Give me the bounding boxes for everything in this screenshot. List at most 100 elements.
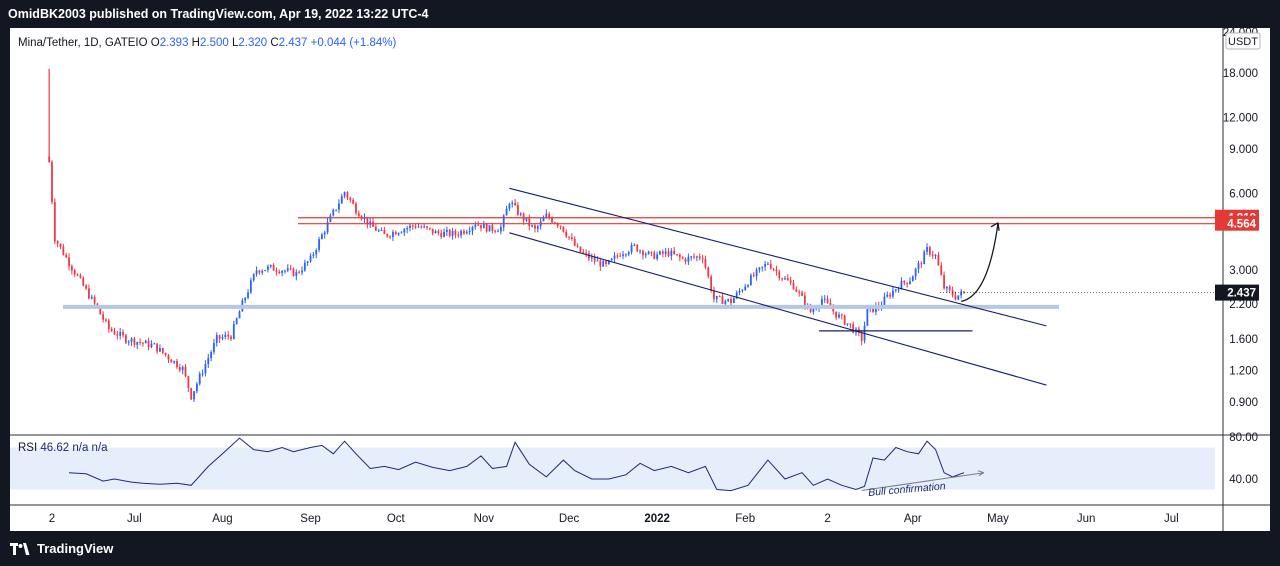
candle-body (105, 319, 107, 321)
candle-body (605, 261, 607, 264)
candle-body (136, 342, 139, 345)
candle-body (525, 218, 528, 221)
projection-arrowhead (990, 222, 1000, 231)
candle-body (619, 255, 622, 257)
candle-body (428, 227, 431, 229)
candle-body (471, 226, 474, 231)
candle-body (460, 230, 463, 236)
candle-body (252, 274, 255, 281)
candle-body (85, 285, 87, 289)
candle-body (434, 231, 437, 234)
candle-body (366, 217, 369, 225)
candle-body (465, 232, 468, 234)
candle-body (531, 225, 534, 227)
candle-body (687, 256, 690, 262)
channel-line[interactable] (509, 187, 1047, 327)
candle-body (235, 318, 238, 324)
rsi-trendline-arrowhead (977, 470, 985, 477)
candle-body (653, 252, 656, 259)
candle-body (906, 282, 909, 284)
candle-body (159, 348, 161, 352)
candle-body (835, 311, 838, 318)
channel-line[interactable] (509, 232, 1047, 386)
candle-body (59, 243, 62, 247)
support-zone[interactable] (63, 304, 1059, 309)
candle-body (786, 278, 789, 281)
candle-body (707, 267, 710, 277)
candle-body (684, 258, 687, 262)
candle-body (656, 254, 659, 259)
candle-body (801, 292, 803, 296)
candle-body (741, 290, 744, 292)
candle-body (576, 245, 579, 247)
candle-body (778, 271, 781, 279)
candle-body (664, 251, 667, 254)
candle-body (99, 307, 102, 315)
candle-body (352, 200, 355, 204)
candle-body (633, 244, 636, 246)
rsi-trendline[interactable] (861, 472, 984, 492)
candle-body (590, 257, 593, 259)
candle-body (485, 223, 488, 232)
candle-body (642, 250, 644, 256)
candle-body (369, 221, 372, 225)
candle-body (443, 231, 445, 237)
candle-body (431, 228, 434, 234)
projection-arrow[interactable] (960, 222, 999, 303)
publication-header: OmidBK2003 published on TradingView.com,… (0, 0, 1280, 28)
candle-body (784, 278, 786, 280)
candle-body (556, 223, 559, 226)
candle-body (349, 197, 352, 201)
price-tick-label: 9.000 (1229, 144, 1258, 156)
candle-body (88, 288, 90, 299)
candle-body (639, 250, 641, 252)
candle-body (661, 251, 664, 254)
candle-body (201, 373, 204, 375)
candle-body (286, 268, 289, 271)
price-tick-label: 3.000 (1229, 265, 1258, 277)
candle-body (247, 292, 249, 298)
candle-body (281, 270, 284, 274)
candle-body (846, 323, 849, 325)
price-tick-label: 1.200 (1229, 365, 1258, 377)
candle-body (667, 251, 670, 256)
candle-body (636, 244, 639, 252)
candle-body (795, 289, 798, 292)
candle-body (562, 226, 565, 232)
candle-body (423, 226, 426, 228)
candle-body (579, 246, 582, 252)
candle-body (437, 231, 440, 234)
candle-body (170, 359, 173, 363)
candle-body (221, 337, 224, 339)
candle-body (715, 296, 718, 300)
candle-body (937, 255, 940, 266)
candle-body (894, 289, 897, 291)
candle-body (326, 221, 329, 233)
candle-body (124, 335, 127, 343)
candle-body (840, 314, 843, 316)
candle-body (383, 230, 386, 235)
candle-body (713, 290, 715, 300)
candle-body (267, 266, 269, 270)
candle-body (886, 294, 889, 297)
resistance-price-tag (1215, 215, 1259, 231)
time-tick-label: 2 (49, 513, 55, 525)
time-tick-label: Jul (1164, 513, 1179, 525)
candle-body (68, 257, 70, 267)
candle-body (514, 202, 516, 206)
price-tick-label: 1.600 (1229, 334, 1258, 346)
candle-body (571, 237, 573, 239)
symbol-legend: Mina/Tether, 1D, GATEIO O2.393 H2.500 L2… (18, 37, 396, 49)
time-tick-label: Oct (387, 513, 406, 525)
price-tick-label: 0.900 (1229, 397, 1258, 409)
chart-canvas[interactable]: Bull confirmation 24.00018.00012.0009.00… (10, 27, 1270, 531)
candle-body (90, 296, 93, 299)
candle-body (772, 268, 775, 270)
candle-body (301, 270, 303, 273)
candle-body (673, 250, 676, 255)
currency-button[interactable] (1225, 32, 1261, 50)
candle-body (599, 260, 602, 267)
tradingview-logo[interactable]: TradingView (10, 541, 113, 556)
candle-body (426, 226, 428, 228)
candle-body (545, 213, 548, 219)
